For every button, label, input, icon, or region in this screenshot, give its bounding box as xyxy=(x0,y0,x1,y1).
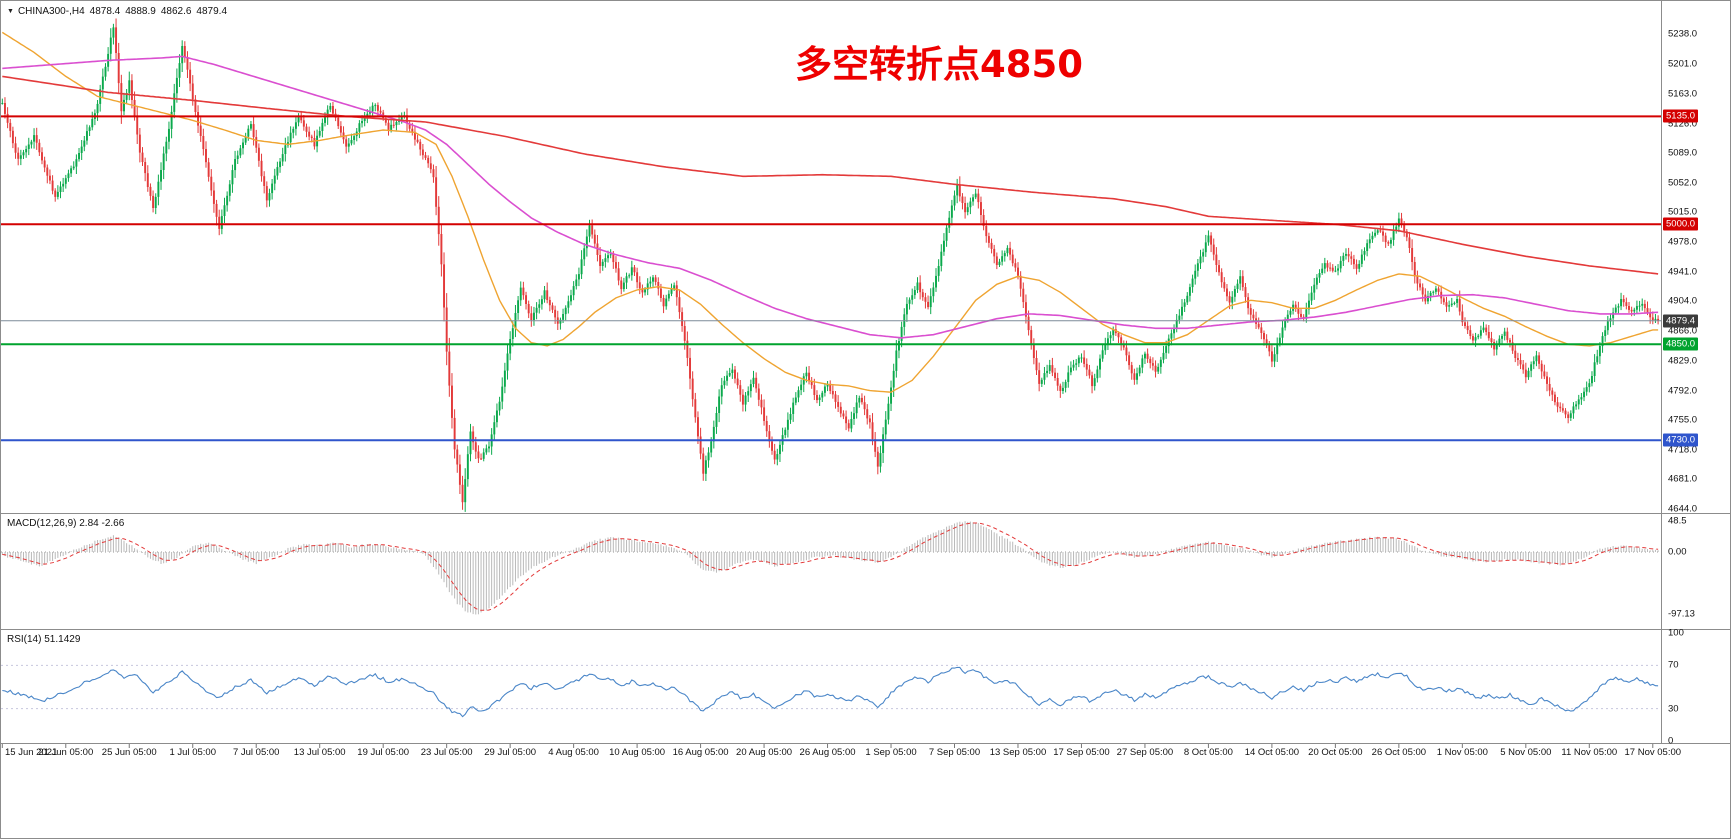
time-tick-label: 17 Nov 05:00 xyxy=(1624,747,1682,758)
time-tick-label: 11 Nov 05:00 xyxy=(1561,747,1618,758)
price-axis[interactable]: 5238.0 5201.0 5163.0 5126.0 5089.0 5052.0 5015… xyxy=(1662,1,1730,763)
ma-red-line xyxy=(2,75,1659,275)
price-tick-label: 5201.0 xyxy=(1668,58,1698,70)
time-tick-label: 25 Jun 05:00 xyxy=(101,747,157,758)
time-tick-label: 13 Jul 05:00 xyxy=(293,747,346,758)
time-axis[interactable]: 15 Jun 2021 21 Jun 05:00 25 Jun 05:00 1 Jul… xyxy=(1,744,1681,766)
price-tag-5000.0: 5000.0 xyxy=(1663,217,1699,231)
ma-magenta-line xyxy=(2,55,1659,339)
macd-panel[interactable] xyxy=(1,514,1661,629)
price-tick-label: 5163.0 xyxy=(1668,88,1698,100)
time-tick-label: 1 Nov 05:00 xyxy=(1436,747,1488,758)
price-tick-label: 4681.0 xyxy=(1668,473,1698,485)
symbol-marker-icon[interactable]: ▼ xyxy=(7,7,14,15)
time-tick-label: 15 Jun 2021 xyxy=(5,747,58,758)
annotation-text[interactable]: 多空转折点4850 xyxy=(795,43,1083,86)
ohlc-open: 4878.4 xyxy=(89,6,121,17)
time-tick-label: 10 Aug 05:00 xyxy=(609,747,666,758)
price-tick-label: 4718.0 xyxy=(1668,444,1698,456)
price-tick-label: 4755.0 xyxy=(1668,414,1698,426)
time-tick-label: 29 Jul 05:00 xyxy=(484,747,537,758)
symbol-period-label: CHINA300-,H4 xyxy=(17,6,85,17)
time-tick-label: 27 Sep 05:00 xyxy=(1116,747,1174,758)
ohlc-high: 4888.9 xyxy=(125,6,156,17)
rsi-label: RSI(14) 51.1429 xyxy=(7,634,81,645)
macd-signal-line xyxy=(2,522,1659,611)
time-tick-label: 8 Oct 05:00 xyxy=(1183,747,1233,758)
time-tick-label: 23 Jul 05:00 xyxy=(420,747,473,758)
price-tick-label: 4792.0 xyxy=(1668,385,1698,397)
time-tick-label: 16 Aug 05:00 xyxy=(672,747,729,758)
price-tick-label: 4644.0 xyxy=(1668,503,1698,515)
time-tick-label: 14 Oct 05:00 xyxy=(1244,747,1300,758)
price-tick-label: 5089.0 xyxy=(1668,147,1698,159)
rsi-tick-label: 0 xyxy=(1668,735,1674,747)
price-tick-label: 4941.0 xyxy=(1668,266,1698,277)
time-tick-label: 1 Jul 05:00 xyxy=(169,747,216,758)
price-tag-4730.0: 4730.0 xyxy=(1663,433,1699,447)
rsi-tick-label: 100 xyxy=(1668,627,1684,639)
time-tick-label: 1 Sep 05:00 xyxy=(865,747,917,758)
rsi-tick-label: 30 xyxy=(1668,703,1679,715)
price-tick-label: 5015.0 xyxy=(1668,206,1698,218)
price-tick-label: 5052.0 xyxy=(1668,177,1698,189)
chart-header: ▼ CHINA300-,H4 4878.4 4888.9 4862.6 4879.4 xyxy=(7,6,232,17)
ohlc-close: 4879.4 xyxy=(196,6,228,17)
time-tick-label: 26 Oct 05:00 xyxy=(1371,747,1427,758)
price-tick-label: 4904.0 xyxy=(1668,295,1698,307)
rsi-tick-label: 70 xyxy=(1668,659,1679,671)
time-tick-label: 7 Jul 05:00 xyxy=(232,747,280,758)
macd-tick-label: -97.13 xyxy=(1668,608,1695,620)
rsi-panel[interactable] xyxy=(1,630,1661,743)
price-tag-4850.0: 4850.0 xyxy=(1663,337,1699,351)
time-tick-label: 7 Sep 05:00 xyxy=(928,747,981,758)
macd-tick-label: 0.00 xyxy=(1668,546,1687,558)
rsi-line xyxy=(2,666,1659,718)
time-tick-label: 21 Jun 05:00 xyxy=(38,747,94,758)
price-tick-label: 4829.0 xyxy=(1668,355,1698,367)
ohlc-low: 4862.6 xyxy=(160,6,192,17)
price-tick-label: 4866.0 xyxy=(1668,325,1698,337)
price-tick-label: 5238.0 xyxy=(1668,28,1698,40)
price-tick-label: 4978.0 xyxy=(1668,236,1698,248)
time-tick-label: 26 Aug 05:00 xyxy=(799,747,856,758)
time-tick-label: 20 Oct 05:00 xyxy=(1308,747,1363,758)
price-tick-label: 5126.0 xyxy=(1668,118,1698,130)
price-tag-5135.0: 5135.0 xyxy=(1663,109,1699,123)
time-tick-label: 17 Sep 05:00 xyxy=(1053,747,1110,758)
time-tick-label: 13 Sep 05:00 xyxy=(989,747,1047,758)
time-tick-label: 19 Jul 05:00 xyxy=(357,747,410,758)
price-tag-4879.4: 4879.4 xyxy=(1663,314,1699,328)
time-tick-label: 20 Aug 05:00 xyxy=(736,747,793,758)
time-tick-label: 4 Aug 05:00 xyxy=(548,747,599,758)
ma-orange-line xyxy=(1,31,1659,393)
time-tick-label: 5 Nov 05:00 xyxy=(1500,747,1552,758)
macd-tick-label: 48.5 xyxy=(1668,515,1687,527)
macd-label: MACD(12,26,9) 2.84 -2.66 xyxy=(7,518,125,529)
